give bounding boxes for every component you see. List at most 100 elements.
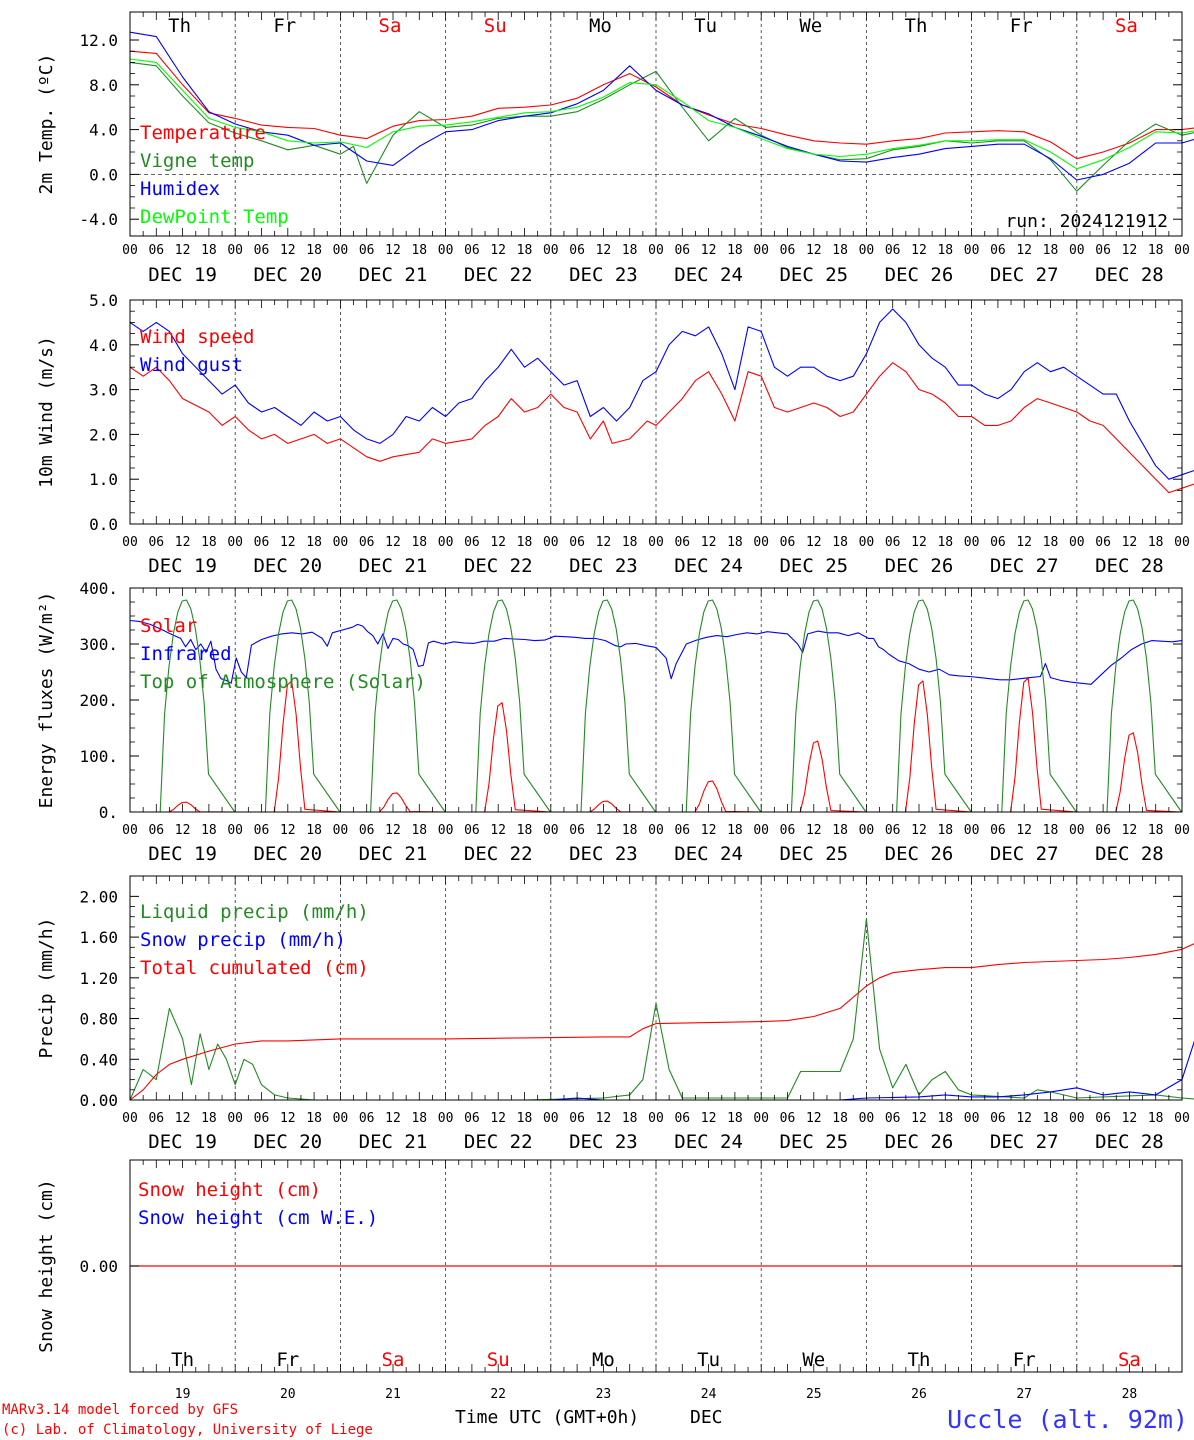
y-tick-label: 0.00 [79,1257,118,1276]
hour-tick-label: 12 [490,1111,506,1126]
y-tick-label: 0.00 [79,1091,118,1110]
hour-tick-label: 12 [1016,823,1032,838]
y-tick-label: 0. [99,803,118,822]
hour-tick-label: 06 [885,1111,901,1126]
series-line-snow-precip-mm-h- [130,1040,1194,1101]
hour-tick-label: 00 [438,243,454,258]
hour-tick-label: 00 [438,1111,454,1126]
hour-tick-label: 06 [990,535,1006,550]
date-label: DEC 25 [779,1131,848,1153]
hour-tick-label: 12 [806,243,822,258]
date-label: DEC 24 [674,555,743,577]
hour-tick-label: 00 [753,823,769,838]
hour-tick-label: 12 [280,1111,296,1126]
y-tick-label: 0.0 [89,165,118,184]
hour-tick-label: 00 [964,535,980,550]
y-tick-label: 1.60 [79,928,118,947]
date-label: DEC 19 [148,555,217,577]
date-label: DEC 23 [569,843,638,865]
hour-tick-label: 06 [148,243,164,258]
hour-tick-label: 06 [464,1111,480,1126]
hour-tick-label: 06 [885,823,901,838]
hour-tick-label: 12 [911,535,927,550]
date-label: DEC 28 [1095,264,1164,286]
hour-tick-label: 06 [1095,1111,1111,1126]
hour-tick-label: 06 [885,243,901,258]
hour-tick-label: 00 [122,1111,138,1126]
hour-tick-label: 00 [543,823,559,838]
y-axis-label: 10m Wind (m/s) [36,336,57,488]
date-label: DEC 24 [674,1131,743,1153]
hour-tick-label: 00 [227,243,243,258]
hour-tick-label: 18 [201,535,217,550]
hour-tick-label: 12 [596,1111,612,1126]
day-number-label: 19 [175,1387,191,1402]
hour-tick-label: 06 [780,535,796,550]
hour-tick-label: 00 [543,243,559,258]
frames-layer [129,11,1183,1373]
legend-entry: Vigne temp [140,150,254,172]
day-number-label: 23 [596,1387,612,1402]
hour-tick-label: 00 [543,535,559,550]
date-label: DEC 26 [885,1131,954,1153]
day-of-week-label: Sa [1115,15,1138,37]
date-label: DEC 22 [464,843,533,865]
hour-tick-label: 12 [911,1111,927,1126]
day-number-label: 28 [1122,1387,1138,1402]
date-label: DEC 20 [253,1131,322,1153]
hour-tick-label: 00 [122,823,138,838]
hour-tick-label: 00 [227,823,243,838]
hour-tick-label: 06 [254,1111,270,1126]
day-number-label: 20 [280,1387,296,1402]
hour-tick-label: 12 [911,243,927,258]
hour-tick-label: 00 [648,535,664,550]
hour-tick-label: 00 [333,823,349,838]
y-tick-label: 5.0 [89,291,118,310]
hour-tick-label: 18 [622,1111,638,1126]
hour-tick-label: 12 [175,535,191,550]
hour-tick-label: 00 [648,823,664,838]
day-number-label: 24 [701,1387,717,1402]
day-of-week-label: Th [168,15,191,37]
x-axis-title: Time UTC (GMT+0h) [455,1407,639,1428]
hour-tick-label: 06 [359,823,375,838]
hour-tick-label: 06 [674,823,690,838]
date-label: DEC 26 [885,264,954,286]
legend-entry: Liquid precip (mm/h) [140,901,369,923]
hour-tick-label: 00 [753,243,769,258]
legend-entry: Total cumulated (cm) [140,957,369,979]
hour-tick-label: 12 [596,243,612,258]
hour-tick-label: 12 [701,823,717,838]
hour-tick-label: 18 [937,535,953,550]
hour-tick-label: 12 [911,823,927,838]
y-tick-label: 3.0 [89,381,118,400]
date-label: DEC 19 [148,1131,217,1153]
hour-tick-label: 06 [464,823,480,838]
y-tick-label: 12.0 [79,31,118,50]
hour-tick-label: 00 [122,243,138,258]
panel-frame-2 [129,299,1183,525]
lab-credit: (c) Lab. of Climatology, University of L… [2,1422,373,1438]
y-tick-label: 2.0 [89,425,118,444]
hour-tick-label: 18 [937,243,953,258]
legend-entry: Snow height (cm W.E.) [138,1207,378,1229]
day-of-week-label: We [802,1349,825,1371]
station-label: Uccle (alt. 92m) [947,1405,1188,1434]
y-tick-label: 4.0 [89,121,118,140]
y-tick-label: 1.20 [79,969,118,988]
hour-tick-label: 18 [622,243,638,258]
day-of-week-label: Th [905,15,928,37]
hour-tick-label: 12 [490,823,506,838]
date-label: DEC 23 [569,555,638,577]
month-label: DEC [690,1407,723,1428]
series-line-dewpoint-temp [129,58,1194,170]
hour-tick-label: 18 [832,823,848,838]
hour-tick-label: 06 [780,823,796,838]
y-tick-label: 8.0 [89,76,118,95]
hour-tick-label: 18 [622,823,638,838]
model-credit: MARv3.14 model forced by GFS [2,1402,238,1418]
day-number-label: 25 [806,1387,822,1402]
series-line-vigne-temp [129,61,1194,192]
hour-tick-label: 12 [1122,535,1138,550]
hour-tick-label: 06 [359,243,375,258]
